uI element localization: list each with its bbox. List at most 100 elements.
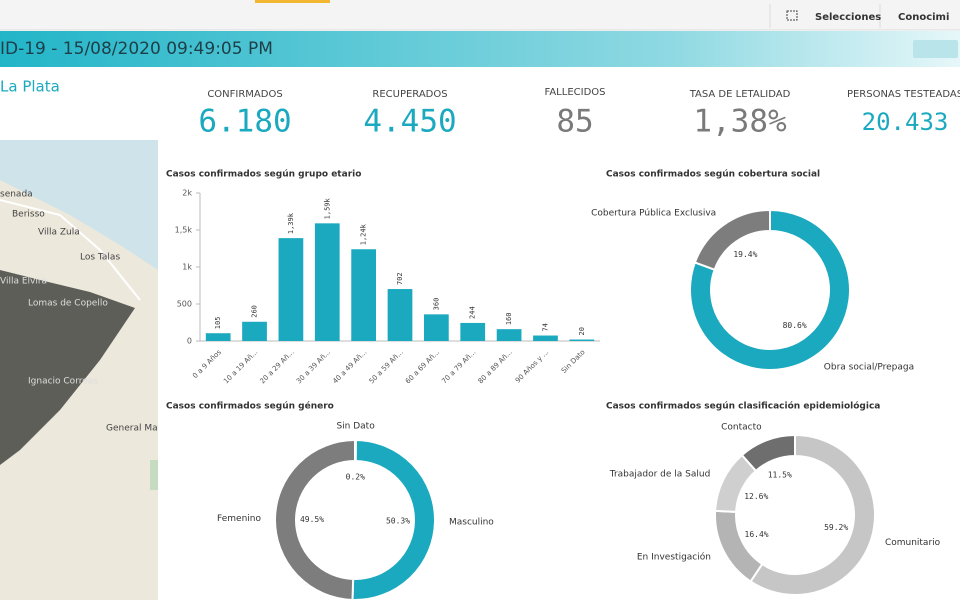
map-place-label: Ignacio Correas: [28, 377, 98, 387]
data-label: 0.2%: [346, 473, 365, 482]
map-place-label: Villa Elvira: [0, 277, 47, 287]
chart-title: Casos confirmados según género: [166, 401, 334, 412]
donut-segment: [740, 433, 796, 473]
chart-title: Casos confirmados según clasificación ep…: [606, 401, 880, 412]
bar: [569, 339, 595, 341]
x-tick-label: 20 a 29 Añ...: [258, 348, 295, 385]
data-label: 20: [578, 327, 586, 335]
data-label: 49.5%: [300, 515, 324, 524]
kpi-value: 4.450: [363, 104, 456, 140]
map-title: La Plata: [0, 78, 60, 96]
kpi-value: 20.433: [862, 108, 949, 136]
bar: [242, 321, 267, 341]
kpi-value: 1,38%: [693, 104, 787, 140]
data-label: 11.5%: [768, 470, 792, 479]
data-label: 74: [541, 323, 549, 331]
map-place-label: Villa Zula: [38, 228, 80, 238]
chart-title: Casos confirmados según grupo etario: [166, 170, 361, 180]
bar: [496, 329, 522, 341]
x-tick-label: 40 a 49 Añ...: [331, 348, 368, 385]
map-place-label: Berisso: [12, 210, 45, 220]
data-label: 105: [214, 317, 222, 330]
x-tick-label: 50 a 59 Añ...: [368, 348, 405, 385]
category-label: En Investigación: [637, 552, 711, 563]
data-label: 1,24k: [360, 223, 368, 245]
x-tick-label: 10 a 19 Añ...: [222, 348, 259, 385]
bar: [460, 322, 486, 341]
x-tick-label: 0 a 9 Años: [191, 348, 223, 380]
toolbar: [0, 0, 960, 30]
data-label: 244: [469, 306, 477, 319]
kpi-label: RECUPERADOS: [372, 89, 447, 100]
category-label: Comunitario: [885, 538, 941, 548]
road: [0, 199, 141, 301]
bar: [205, 333, 231, 341]
data-label: 80.6%: [783, 321, 807, 330]
data-label: 260: [251, 305, 259, 318]
data-label: 702: [396, 272, 404, 285]
data-label: 16.4%: [745, 530, 769, 539]
y-tick-label: 2k: [182, 189, 192, 198]
data-label: 19.4%: [733, 250, 757, 259]
header-bar: [0, 31, 960, 67]
y-tick-label: 0: [187, 337, 192, 346]
bar: [387, 289, 413, 341]
x-tick-label: 70 a 79 Añ...: [440, 348, 477, 385]
category-label: Sin Dato: [336, 422, 375, 432]
donut-segment: [749, 433, 876, 596]
category-label: Trabajador de la Salud: [609, 470, 711, 480]
data-label: 12.6%: [744, 492, 768, 501]
data-label: 1,39k: [287, 212, 295, 234]
kpi-label: PERSONAS TESTEADAS: [847, 89, 960, 100]
category-label: Femenino: [217, 514, 261, 524]
category-label: Cobertura Pública Exclusiva: [591, 208, 716, 218]
header-title: ID-19 - 15/08/2020 09:49:05 PM: [0, 39, 273, 59]
region: [0, 270, 135, 465]
x-tick-label: 60 a 69 Añ...: [404, 348, 441, 385]
map-place-label: Lomas de Copello: [28, 299, 108, 309]
map-place-label: General Ma: [106, 424, 158, 434]
category-label: Masculino: [449, 518, 494, 528]
bar: [314, 223, 340, 341]
y-tick-label: 1,5k: [175, 226, 193, 235]
category-label: Contacto: [721, 423, 762, 433]
bar: [424, 314, 449, 341]
x-tick-label: 80 a 89 Añ...: [477, 348, 514, 385]
y-tick-label: 500: [177, 300, 192, 309]
bar: [351, 249, 376, 341]
toolbar-accent: [255, 0, 330, 3]
logo: [913, 40, 958, 58]
kpi-label: CONFIRMADOS: [207, 89, 282, 100]
x-tick-label: 30 a 39 Añ...: [295, 348, 332, 385]
kpi-value: 6.180: [198, 104, 291, 140]
x-tick-label: Sin Dato: [560, 348, 587, 375]
park: [150, 460, 158, 490]
map: [0, 140, 158, 600]
insights-button[interactable]: Conocimi: [898, 12, 949, 23]
kpi-label: FALLECIDOS: [545, 87, 606, 98]
bar: [278, 238, 304, 341]
map-place-label: Los Talas: [80, 253, 120, 263]
selections-button[interactable]: Selecciones: [815, 12, 881, 23]
data-label: 360: [432, 298, 440, 311]
data-label: 50.3%: [386, 516, 410, 525]
donut-segment: [689, 208, 851, 371]
donut-segment: [693, 208, 771, 271]
y-tick-label: 1k: [182, 263, 192, 272]
bar: [533, 335, 558, 341]
x-tick-label: 90 Años y ...: [514, 348, 550, 384]
kpi-label: TASA DE LETALIDAD: [689, 89, 791, 100]
data-label: 1,59k: [323, 197, 331, 219]
data-label: 160: [505, 313, 513, 326]
data-label: 59.2%: [824, 523, 848, 532]
kpi-value: 85: [556, 104, 593, 140]
donut-segment: [273, 438, 356, 601]
chart-title: Casos confirmados según cobertura social: [606, 170, 820, 180]
category-label: Obra social/Prepaga: [824, 363, 914, 373]
donut-segment: [714, 509, 764, 583]
water: [0, 140, 158, 270]
selections-icon[interactable]: [786, 10, 798, 21]
map-place-label: senada: [0, 190, 33, 200]
